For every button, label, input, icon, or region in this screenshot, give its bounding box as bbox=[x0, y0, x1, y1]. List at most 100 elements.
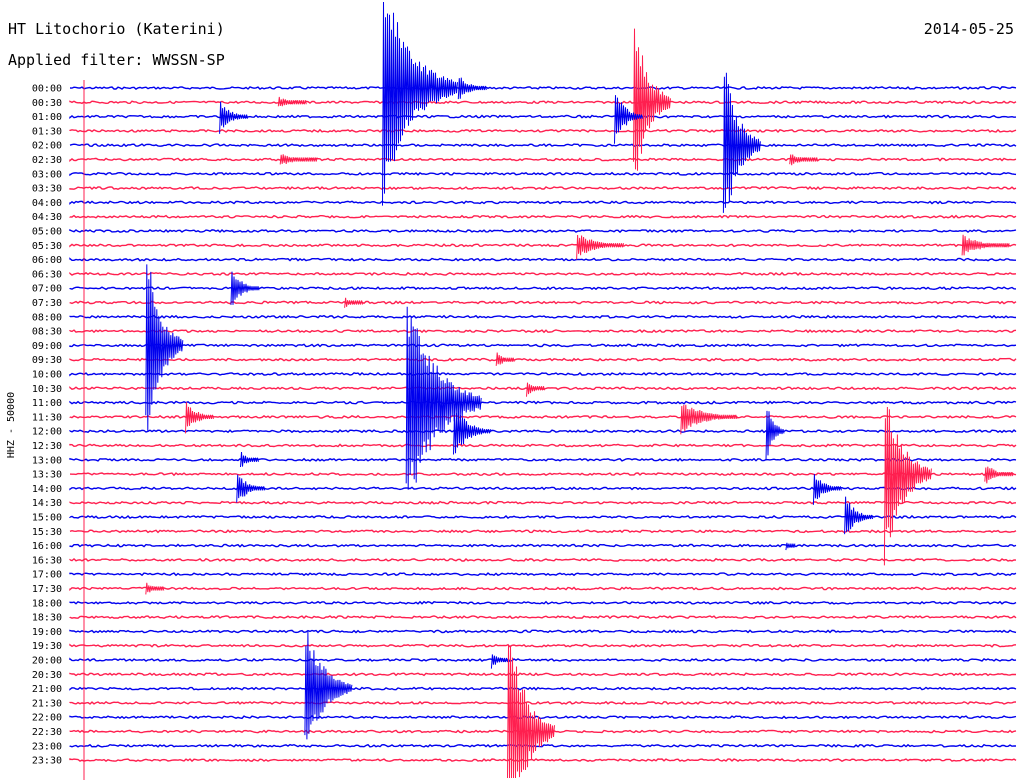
trace-line bbox=[69, 400, 1017, 405]
event-burst bbox=[219, 101, 249, 134]
event-burst bbox=[145, 582, 165, 595]
time-tick-label: 01:00 bbox=[32, 112, 62, 123]
event-burst bbox=[844, 496, 874, 535]
event-burst bbox=[344, 297, 364, 308]
time-tick-label: 15:00 bbox=[32, 513, 62, 524]
event-burst bbox=[722, 72, 761, 213]
trace-line bbox=[69, 700, 1017, 705]
event-burst bbox=[495, 352, 515, 366]
y-axis-label: HHZ - 50000 bbox=[6, 392, 17, 458]
trace-line bbox=[69, 672, 1016, 677]
trace-line bbox=[69, 500, 1017, 505]
event-burst bbox=[680, 404, 738, 435]
event-burst bbox=[230, 271, 260, 305]
trace-line bbox=[69, 514, 1017, 520]
time-tick-label: 15:30 bbox=[32, 527, 62, 538]
trace-line bbox=[69, 600, 1017, 605]
time-tick-label: 20:00 bbox=[32, 656, 62, 667]
time-tick-label: 18:00 bbox=[32, 598, 62, 609]
time-tick-label: 23:30 bbox=[32, 756, 62, 767]
trace-line bbox=[69, 643, 1017, 648]
time-tick-label: 11:30 bbox=[32, 412, 62, 423]
trace-line bbox=[69, 143, 1017, 148]
event-burst bbox=[490, 654, 510, 669]
traces bbox=[69, 86, 1017, 763]
time-tick-label: 00:30 bbox=[32, 98, 62, 109]
trace-line bbox=[69, 328, 1017, 334]
trace-line bbox=[69, 128, 1017, 134]
event-burst bbox=[236, 474, 266, 503]
time-tick-label: 14:00 bbox=[32, 484, 62, 495]
trace-line bbox=[69, 214, 1017, 219]
event-burst bbox=[145, 264, 184, 431]
station-title: HT Litochorio (Katerini) bbox=[8, 20, 225, 38]
events bbox=[145, 1, 1014, 779]
event-burst bbox=[279, 154, 318, 165]
trace-line bbox=[69, 257, 1016, 262]
trace-line bbox=[69, 572, 1017, 577]
event-burst bbox=[453, 410, 491, 455]
time-tick-label: 11:00 bbox=[32, 398, 62, 409]
trace-line bbox=[69, 200, 1017, 205]
time-tick-label: 16:00 bbox=[32, 541, 62, 552]
trace-line bbox=[69, 371, 1017, 377]
trace-line bbox=[69, 443, 1017, 448]
event-burst bbox=[304, 631, 353, 740]
event-burst bbox=[633, 28, 671, 171]
event-burst bbox=[526, 382, 545, 397]
time-tick-label: 07:30 bbox=[32, 298, 62, 309]
trace-line bbox=[69, 314, 1017, 319]
time-tick-label: 09:30 bbox=[32, 355, 62, 366]
trace-line bbox=[69, 657, 1017, 663]
trace-line bbox=[69, 615, 1017, 620]
time-tick-label: 07:00 bbox=[32, 284, 62, 295]
time-tick-label: 02:30 bbox=[32, 155, 62, 166]
trace-line bbox=[69, 343, 1017, 348]
event-burst bbox=[883, 406, 932, 566]
time-tick-label: 03:00 bbox=[32, 169, 62, 180]
time-tick-label: 04:30 bbox=[32, 212, 62, 223]
time-tick-label: 03:30 bbox=[32, 184, 62, 195]
trace-line bbox=[69, 286, 1017, 291]
time-tick-label: 13:30 bbox=[32, 470, 62, 481]
time-tick-label: 00:00 bbox=[32, 84, 62, 95]
event-burst bbox=[789, 154, 819, 166]
event-burst bbox=[405, 306, 482, 490]
time-tick-labels: 00:00 00:30 01:00 01:30 02:00 02:30 03:00 03:30… bbox=[32, 84, 62, 767]
event-burst bbox=[984, 466, 1014, 484]
trace-line bbox=[69, 457, 1017, 462]
time-tick-label: 10:00 bbox=[32, 370, 62, 381]
time-tick-label: 08:30 bbox=[32, 327, 62, 338]
trace-line bbox=[69, 157, 1017, 162]
event-burst bbox=[576, 234, 625, 260]
trace-line bbox=[69, 686, 1017, 691]
trace-line bbox=[69, 357, 1017, 362]
time-tick-label: 06:00 bbox=[32, 255, 62, 266]
event-burst bbox=[785, 542, 796, 551]
event-burst bbox=[240, 451, 259, 468]
time-tick-label: 19:00 bbox=[32, 627, 62, 638]
trace-line bbox=[69, 243, 1017, 248]
time-tick-label: 12:30 bbox=[32, 441, 62, 452]
trace-line bbox=[69, 715, 1017, 720]
trace-line bbox=[69, 743, 1017, 748]
time-tick-label: 13:00 bbox=[32, 455, 62, 466]
time-tick-label: 08:00 bbox=[32, 312, 62, 323]
time-tick-label: 14:30 bbox=[32, 498, 62, 509]
event-burst bbox=[614, 95, 643, 144]
trace-line bbox=[69, 529, 1017, 534]
time-tick-label: 09:00 bbox=[32, 341, 62, 352]
trace-line bbox=[69, 414, 1017, 419]
time-tick-label: 19:30 bbox=[32, 641, 62, 652]
event-burst bbox=[765, 410, 785, 461]
event-burst bbox=[185, 402, 214, 434]
time-tick-label: 10:30 bbox=[32, 384, 62, 395]
event-burst bbox=[277, 96, 307, 107]
time-tick-label: 17:00 bbox=[32, 570, 62, 581]
event-burst bbox=[961, 234, 1010, 256]
trace-line bbox=[69, 629, 1017, 634]
trace-line bbox=[69, 229, 1017, 234]
time-tick-label: 04:00 bbox=[32, 198, 62, 209]
event-burst bbox=[457, 77, 487, 100]
